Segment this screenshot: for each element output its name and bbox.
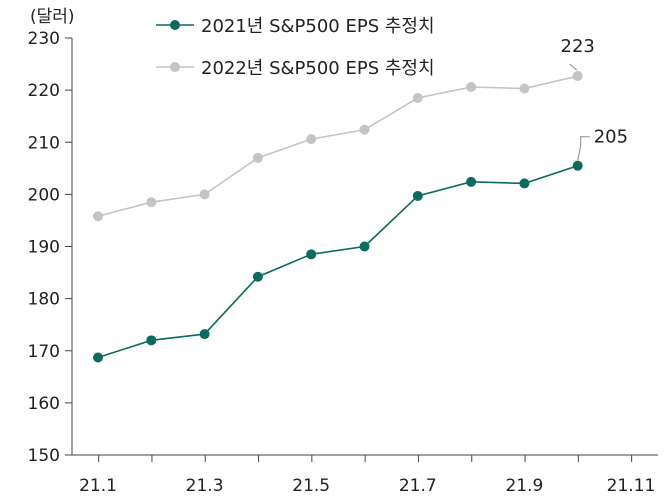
data-point [519,83,530,94]
x-tick-label: 21.7 [399,476,437,496]
legend-swatch-marker [170,20,180,30]
data-point [412,190,423,201]
annotation-leader-line [569,63,578,71]
data-point [412,92,423,103]
data-point [466,176,477,187]
series-1 [93,160,583,363]
legend: 2021년 S&P500 EPS 추정치 2022년 S&P500 EPS 추정치 [156,16,435,79]
y-tick-label: 200 [28,185,60,205]
y-tick-labels: 150 160 170 180 190 200 210 220 230 [28,29,72,466]
y-tick-label: 190 [28,238,60,258]
data-point [572,71,583,82]
data-point [146,335,157,346]
y-tick-label: 230 [28,29,60,49]
y-tick-label: 150 [28,446,60,466]
y-unit-label: (달러) [30,7,75,27]
data-point [359,124,370,135]
data-point [359,241,370,252]
series-layer [93,71,583,363]
data-point [466,81,477,92]
series-2 [93,71,583,222]
y-tick-label: 160 [28,394,60,414]
y-tick-label: 170 [28,342,60,362]
data-point [252,271,263,282]
legend-swatch-marker [170,62,180,72]
data-point [146,197,157,208]
annotation-leader-line [577,136,590,161]
y-tick-label: 210 [28,133,60,153]
legend-label: 2021년 S&P500 EPS 추정치 [201,16,435,37]
x-tick-labels: 21.1 21.3 21.5 21.7 21.9 21.11 [79,455,655,496]
series-1-end-label: 205 [594,127,628,148]
x-tick-label: 21.5 [292,476,330,496]
x-tick-label: 21.1 [79,476,117,496]
data-point [199,189,210,200]
legend-item-1: 2021년 S&P500 EPS 추정치 [156,16,435,37]
data-point [252,152,263,163]
series-line [97,164,578,359]
data-point [519,178,530,189]
data-point [306,134,317,145]
x-tick-label: 21.11 [607,476,656,496]
legend-item-2: 2022년 S&P500 EPS 추정치 [156,58,435,79]
data-point [93,352,103,363]
data-point [572,160,583,171]
series-2-end-label: 223 [561,36,595,57]
x-tick-label: 21.3 [186,476,224,496]
annotations: 205 223 [561,36,628,161]
data-point [306,249,317,260]
series-line [97,75,578,218]
x-tick-label: 21.9 [505,476,543,496]
y-tick-label: 180 [28,290,60,310]
y-tick-label: 220 [28,81,60,101]
data-point [199,329,210,340]
legend-label: 2022년 S&P500 EPS 추정치 [201,58,435,79]
data-point [93,211,103,222]
